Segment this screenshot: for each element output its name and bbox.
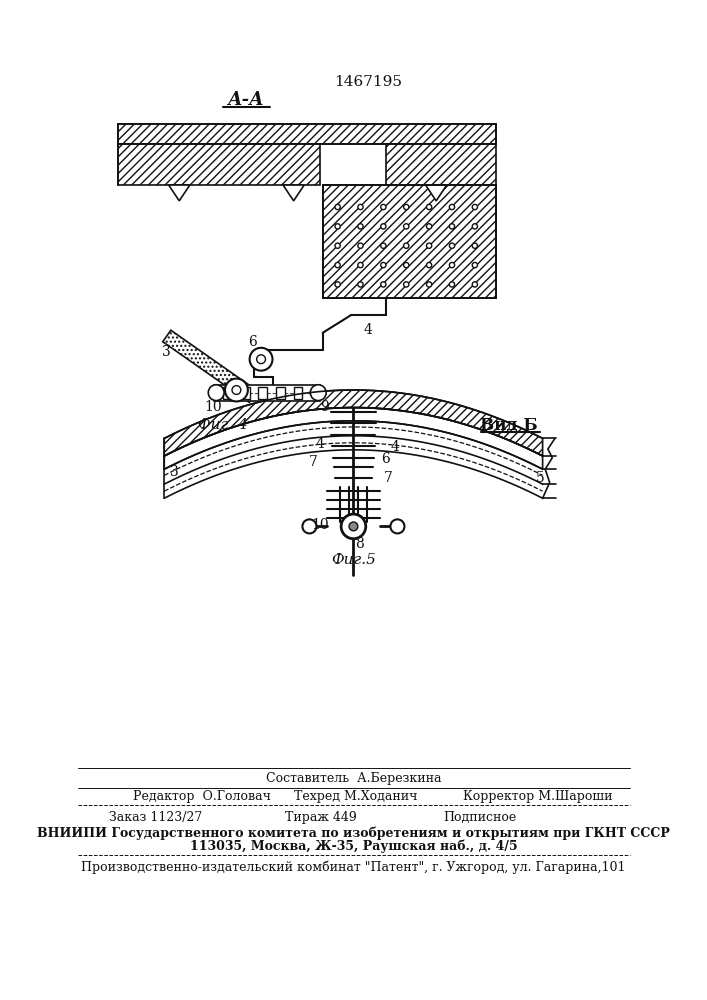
Bar — [241, 387, 250, 399]
Circle shape — [310, 385, 326, 401]
Circle shape — [209, 385, 224, 401]
Text: Техред М.Ходанич: Техред М.Ходанич — [293, 790, 417, 803]
Circle shape — [404, 282, 409, 287]
Text: Корректор М.Шароши: Корректор М.Шароши — [463, 790, 613, 803]
Circle shape — [335, 243, 340, 248]
Text: 7: 7 — [308, 455, 317, 469]
Text: 4: 4 — [390, 440, 399, 454]
Circle shape — [450, 262, 455, 268]
Polygon shape — [322, 185, 496, 298]
Bar — [322, 185, 496, 298]
Circle shape — [450, 282, 455, 287]
Text: 1467195: 1467195 — [334, 75, 402, 89]
Circle shape — [358, 282, 363, 287]
Text: Заказ 1123/27: Заказ 1123/27 — [109, 811, 202, 824]
Text: Вид Б: Вид Б — [480, 417, 538, 434]
Bar — [214, 385, 320, 401]
Circle shape — [341, 514, 366, 539]
Circle shape — [404, 243, 409, 248]
Circle shape — [450, 243, 455, 248]
Circle shape — [335, 282, 340, 287]
Text: 3: 3 — [162, 345, 170, 359]
Circle shape — [232, 386, 241, 394]
Circle shape — [358, 204, 363, 210]
Circle shape — [426, 243, 432, 248]
Bar — [386, 144, 496, 185]
Circle shape — [358, 243, 363, 248]
Text: Составитель  А.Березкина: Составитель А.Березкина — [266, 772, 441, 785]
Text: 113035, Москва, Ж-35, Раушская наб., д. 4/5: 113035, Москва, Ж-35, Раушская наб., д. … — [189, 839, 518, 853]
Circle shape — [426, 224, 432, 229]
Polygon shape — [163, 330, 257, 402]
Circle shape — [426, 262, 432, 268]
Text: 5: 5 — [536, 471, 544, 485]
Circle shape — [358, 262, 363, 268]
Text: 4: 4 — [364, 323, 373, 337]
Text: 10: 10 — [204, 400, 221, 414]
Circle shape — [404, 224, 409, 229]
Circle shape — [381, 262, 386, 268]
Polygon shape — [283, 185, 304, 201]
Circle shape — [381, 224, 386, 229]
Circle shape — [335, 204, 340, 210]
Polygon shape — [426, 185, 447, 201]
Bar — [293, 387, 303, 399]
Circle shape — [225, 379, 248, 401]
Circle shape — [450, 224, 455, 229]
Circle shape — [472, 282, 477, 287]
Circle shape — [472, 243, 477, 248]
Circle shape — [426, 204, 432, 210]
Text: 6: 6 — [248, 335, 257, 349]
Polygon shape — [164, 390, 542, 456]
Text: 4: 4 — [315, 437, 325, 451]
Circle shape — [250, 348, 272, 371]
Text: 3: 3 — [170, 465, 179, 479]
Text: Фиг. 4: Фиг. 4 — [199, 418, 248, 432]
Circle shape — [426, 282, 432, 287]
Bar — [117, 124, 496, 144]
Text: Редактор  О.Головач: Редактор О.Головач — [134, 790, 271, 803]
Circle shape — [358, 224, 363, 229]
Text: 10: 10 — [311, 518, 329, 532]
Circle shape — [390, 519, 404, 533]
Circle shape — [335, 262, 340, 268]
Circle shape — [381, 243, 386, 248]
Text: 7: 7 — [384, 471, 393, 485]
Text: 8: 8 — [355, 537, 364, 551]
Circle shape — [257, 355, 265, 364]
Circle shape — [404, 262, 409, 268]
Circle shape — [472, 262, 477, 268]
Circle shape — [404, 204, 409, 210]
Circle shape — [303, 519, 317, 533]
Circle shape — [472, 224, 477, 229]
Text: 9: 9 — [320, 400, 329, 414]
Text: Фиг.5: Фиг.5 — [331, 553, 376, 567]
Circle shape — [450, 204, 455, 210]
Bar — [223, 387, 232, 399]
Text: А-А: А-А — [227, 91, 264, 109]
Circle shape — [381, 204, 386, 210]
Bar — [259, 387, 267, 399]
Polygon shape — [169, 185, 189, 201]
Circle shape — [335, 224, 340, 229]
Bar — [117, 144, 320, 185]
Bar — [276, 387, 285, 399]
Text: Производственно-издательский комбинат "Патент", г. Ужгород, ул. Гагарина,101: Производственно-издательский комбинат "П… — [81, 860, 626, 874]
Text: Подписное: Подписное — [443, 811, 516, 824]
Polygon shape — [164, 408, 542, 469]
Circle shape — [472, 204, 477, 210]
Text: 6: 6 — [382, 452, 390, 466]
Text: ВНИИПИ Государственного комитета по изобретениям и открытиям при ГКНТ СССР: ВНИИПИ Государственного комитета по изоб… — [37, 827, 670, 840]
Text: Тираж 449: Тираж 449 — [285, 811, 356, 824]
Circle shape — [381, 282, 386, 287]
Circle shape — [349, 522, 358, 531]
